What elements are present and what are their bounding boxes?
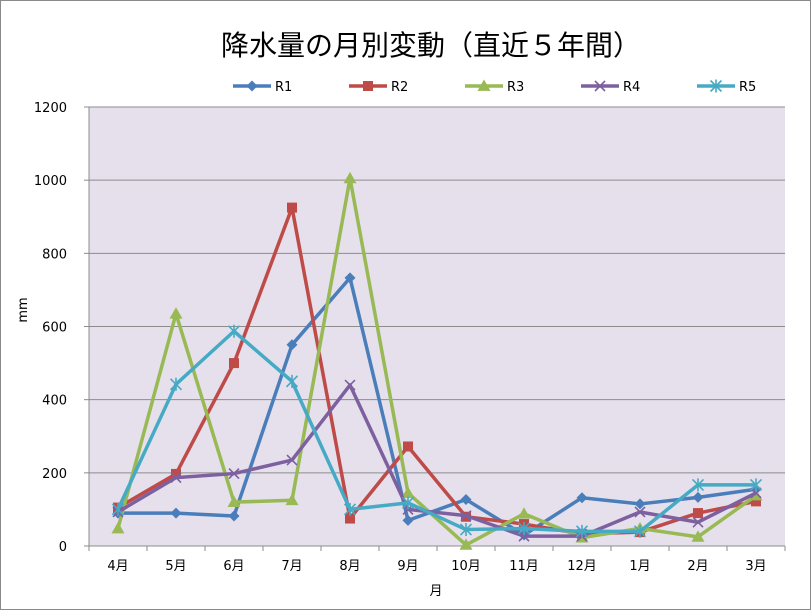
series-line (116, 329, 756, 534)
y-axis-label: mm (16, 297, 31, 322)
data-point (169, 307, 183, 319)
data-point (227, 324, 241, 338)
y-tick-label: 1200 (34, 101, 67, 116)
data-point (750, 487, 762, 499)
data-point (692, 491, 704, 503)
legend-item-r5: R5 (697, 79, 756, 95)
legend-label: R2 (391, 80, 408, 95)
data-point (459, 523, 473, 537)
x-tick-label: 9月 (397, 559, 418, 574)
data-point (459, 538, 473, 550)
y-tick-label: 200 (42, 467, 67, 482)
data-point (634, 506, 646, 518)
legend-label: R4 (623, 80, 640, 95)
data-point (344, 379, 356, 391)
plot-area: 0 200 400 600 800 1000 1200 4月 5月 6月 7月 8月 9月 10月 11月 1… (34, 101, 786, 574)
series-line (117, 383, 757, 538)
data-point (111, 502, 125, 516)
data-point (402, 514, 414, 526)
data-point (227, 495, 241, 507)
data-point (517, 521, 531, 535)
data-point (460, 494, 472, 506)
data-point (343, 502, 357, 516)
series-r4 (112, 379, 762, 542)
data-point (286, 454, 298, 466)
data-point (634, 498, 646, 510)
x-tick-label: 7月 (281, 559, 302, 574)
x-tick-label: 2月 (687, 559, 708, 574)
data-point (170, 507, 182, 519)
legend-marker (363, 81, 373, 91)
data-point (169, 377, 183, 391)
legend-marker (594, 80, 606, 92)
legend-label: R1 (275, 80, 292, 95)
data-point (285, 374, 299, 388)
data-point (401, 486, 415, 498)
data-point (229, 358, 239, 369)
x-tick-label: 4月 (107, 559, 128, 574)
x-tick-label: 3月 (745, 559, 766, 574)
data-point (228, 510, 240, 522)
x-tick-label: 8月 (339, 559, 360, 574)
legend-marker (709, 79, 723, 93)
data-point (692, 516, 704, 528)
series-line (116, 176, 758, 547)
data-point (460, 510, 472, 522)
series-r5 (111, 324, 763, 538)
x-tick-label: 5月 (165, 559, 186, 574)
data-point (403, 441, 413, 452)
y-tick-label: 600 (42, 321, 67, 336)
data-point (287, 202, 297, 213)
legend: R1 R2 R3 R4 R5 (233, 79, 756, 95)
chart-title: 降水量の月別変動（直近５年間） (221, 29, 641, 62)
data-point (345, 513, 355, 524)
data-point (691, 530, 705, 542)
data-point (691, 478, 705, 492)
data-point (343, 171, 357, 184)
legend-label: R5 (739, 80, 756, 95)
x-axis-label: 月 (429, 584, 442, 599)
data-point (228, 467, 240, 480)
data-point (693, 508, 703, 519)
data-point (170, 472, 182, 484)
data-point (111, 521, 125, 534)
x-tick-label: 1月 (629, 559, 650, 574)
y-tick-label: 0 (59, 540, 67, 555)
data-point (344, 272, 356, 284)
legend-label: R3 (507, 80, 524, 95)
data-point (633, 524, 647, 538)
x-tick-label: 6月 (223, 559, 244, 574)
data-point (171, 468, 181, 479)
data-point (401, 496, 415, 510)
y-tick-label: 800 (42, 247, 67, 262)
legend-item-r2: R2 (349, 80, 408, 95)
data-point (575, 524, 589, 538)
data-point (517, 507, 531, 519)
y-tick-label: 1000 (34, 174, 67, 189)
legend-item-r3: R3 (465, 79, 524, 95)
x-tick-label: 12月 (567, 559, 597, 574)
x-tick-label: 10月 (451, 559, 481, 574)
legend-marker (246, 80, 258, 92)
series-line (118, 276, 757, 537)
legend-marker (477, 79, 491, 91)
data-point (749, 478, 763, 492)
x-tick-label: 11月 (509, 559, 539, 574)
legend-item-r1: R1 (233, 80, 292, 95)
y-tick-label: 400 (42, 394, 67, 409)
data-point (286, 339, 298, 351)
legend-item-r4: R4 (581, 80, 640, 95)
data-point (285, 493, 299, 506)
data-point (751, 496, 761, 507)
data-point (576, 492, 588, 504)
